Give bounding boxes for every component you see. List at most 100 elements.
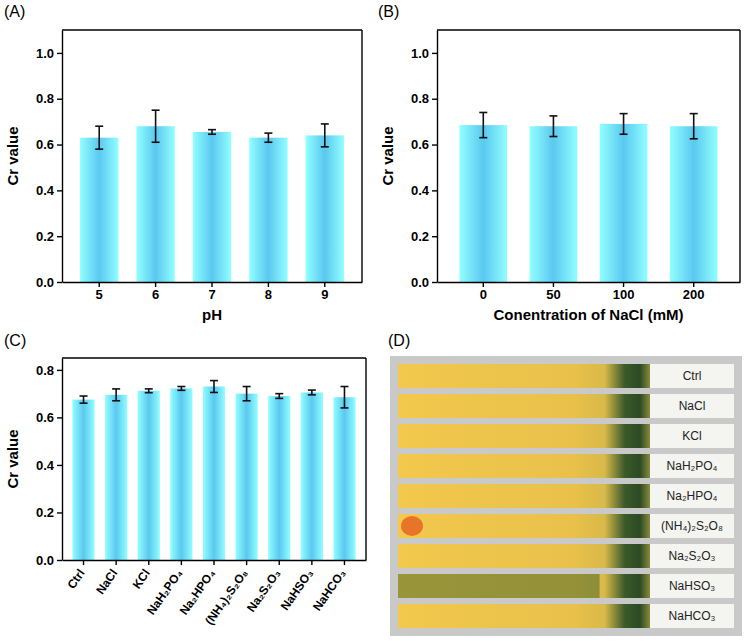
- error-stem: [553, 116, 555, 137]
- plot-area: [80, 110, 344, 282]
- x-tick: Na₂S₂O₃: [244, 560, 284, 615]
- x-tick-mark: [148, 560, 149, 565]
- x-axis-title: Conentration of NaCl (mM): [494, 306, 684, 323]
- y-tick: 0.6: [36, 410, 62, 425]
- x-tick: 200: [683, 282, 705, 302]
- x-tick-label: 9: [321, 287, 328, 302]
- y-tick-mark: [57, 99, 62, 100]
- y-tick-label: 0.6: [36, 410, 54, 425]
- error-bar: [690, 114, 698, 139]
- error-stem: [623, 114, 625, 135]
- x-tick: Ctrl: [64, 560, 87, 592]
- x-tick: 0: [480, 282, 487, 302]
- error-bar: [275, 394, 283, 399]
- y-tick-label: 0.2: [36, 505, 54, 520]
- bar: [306, 135, 344, 282]
- error-cap: [152, 141, 160, 143]
- error-cap: [264, 141, 272, 143]
- frame: [62, 357, 366, 358]
- strip: NaHSO₃: [398, 574, 734, 598]
- strip: NaHCO₃: [398, 604, 734, 628]
- y-axis-line: [62, 31, 63, 283]
- strip-label: Na₂HPO₄: [667, 489, 718, 503]
- y-tick-mark: [432, 190, 437, 191]
- panel-label: (C): [4, 332, 26, 349]
- y-tick-label: 0.8: [36, 91, 54, 106]
- error-stem: [98, 126, 100, 149]
- y-tick-label: 0.8: [36, 363, 54, 378]
- x-tick-mark: [115, 560, 116, 565]
- error-stem: [268, 133, 270, 142]
- x-tick-mark: [279, 560, 280, 565]
- y-axis: 0.00.20.40.60.81.0: [411, 31, 438, 290]
- strip-handle: [650, 364, 734, 388]
- error-cap: [80, 395, 88, 397]
- strip-handle: [650, 484, 734, 508]
- strip: KCl: [398, 424, 734, 448]
- strip-label: NaHCO₃: [669, 609, 716, 623]
- x-tick: 9: [321, 282, 328, 302]
- x-tick-mark: [213, 560, 214, 565]
- y-tick-label: 0.4: [411, 183, 430, 198]
- y-tick-label: 0.6: [411, 137, 429, 152]
- error-cap: [210, 392, 218, 394]
- error-cap: [152, 109, 160, 111]
- panel-label: (D): [388, 332, 410, 349]
- bar: [333, 397, 355, 560]
- error-cap: [479, 112, 487, 114]
- bar: [203, 387, 225, 560]
- bar: [268, 396, 290, 560]
- error-cap: [208, 129, 216, 131]
- y-tick-mark: [432, 236, 437, 237]
- bar: [105, 395, 127, 560]
- error-stem: [83, 396, 85, 403]
- x-tick-label: KCl: [130, 567, 153, 592]
- error-cap: [690, 113, 698, 115]
- y-tick-label: 0.0: [411, 275, 429, 290]
- panel-label: (A): [4, 3, 25, 20]
- error-stem: [482, 112, 484, 137]
- error-cap: [340, 407, 348, 409]
- error-cap: [308, 389, 316, 391]
- x-tick-mark: [344, 560, 345, 565]
- y-tick-mark: [57, 512, 62, 513]
- error-cap: [80, 402, 88, 404]
- bar: [670, 126, 718, 282]
- error-bar: [177, 387, 185, 391]
- y-tick-mark: [432, 144, 437, 145]
- y-axis-line: [62, 359, 63, 561]
- frame: [365, 358, 366, 560]
- bar: [236, 394, 258, 560]
- y-tick-mark: [57, 53, 62, 54]
- y-tick: 0.4: [36, 458, 62, 473]
- y-tick-label: 0.8: [411, 91, 429, 106]
- strip-pad: [398, 544, 650, 568]
- error-bar: [80, 396, 88, 403]
- strip: Na₂HPO₄: [398, 484, 734, 508]
- x-tick-label: 5: [96, 287, 103, 302]
- error-bar: [95, 126, 103, 149]
- y-tick-mark: [57, 560, 62, 561]
- photo: CtrlNaClKClNaH₂PO₄Na₂HPO₄(NH₄)₂S₂O₈Na₂S₂…: [390, 356, 742, 636]
- x-tick: NaCl: [93, 560, 120, 597]
- y-tick-mark: [57, 417, 62, 418]
- x-tick-label: 50: [546, 287, 560, 302]
- y-tick-mark: [432, 99, 437, 100]
- error-cap: [243, 386, 251, 388]
- y-tick: 0.8: [411, 91, 437, 106]
- y-tick: 0.4: [36, 183, 62, 198]
- error-cap: [145, 388, 153, 390]
- strip: Na₂S₂O₃: [398, 544, 734, 568]
- error-stem: [246, 387, 248, 401]
- strip-handle: [650, 574, 734, 598]
- y-tick: 0.6: [36, 137, 62, 152]
- y-tick-label: 0.0: [36, 553, 54, 568]
- figure: 0.00.20.40.60.81.056789Cr valuepH0.00.20…: [0, 0, 750, 642]
- error-cap: [308, 394, 316, 396]
- error-bar: [145, 389, 153, 393]
- strip-pad: [398, 424, 650, 448]
- error-stem: [324, 124, 326, 147]
- y-tick-mark: [57, 144, 62, 145]
- x-tick: 6: [152, 282, 159, 302]
- frame: [62, 29, 362, 30]
